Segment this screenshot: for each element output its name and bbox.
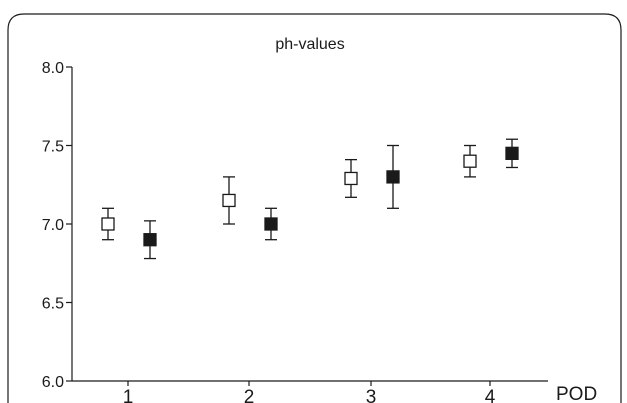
- filled-square-marker: [386, 170, 400, 184]
- filled-square-marker: [505, 146, 519, 161]
- filled-square-marker: [264, 217, 278, 231]
- data-series: [101, 138, 519, 260]
- y-tick-label: 6.5: [42, 296, 64, 313]
- y-axis-ticks: 6.0 6.5 7.0 7.5 8.0: [42, 60, 72, 391]
- open-square-marker: [101, 217, 115, 231]
- x-tick-label: 2: [244, 387, 255, 403]
- y-tick-label: 7.5: [42, 139, 64, 156]
- y-tick-label: 7.0: [42, 217, 64, 234]
- open-square-marker: [463, 154, 477, 168]
- x-tick-label: 1: [123, 387, 134, 403]
- open-square-marker: [222, 193, 236, 208]
- filled-square-marker: [143, 233, 157, 247]
- x-axis-ticks: 1 2 3 4: [123, 381, 496, 403]
- x-axis-label: POD: [556, 384, 597, 403]
- x-tick-label: 4: [485, 387, 496, 403]
- open-square-marker: [344, 171, 358, 186]
- y-tick-label: 6.0: [42, 374, 64, 391]
- x-tick-label: 3: [366, 387, 377, 403]
- y-tick-label: 8.0: [42, 60, 64, 77]
- chart-title: ph-values: [275, 36, 344, 53]
- chart-frame: [7, 13, 622, 403]
